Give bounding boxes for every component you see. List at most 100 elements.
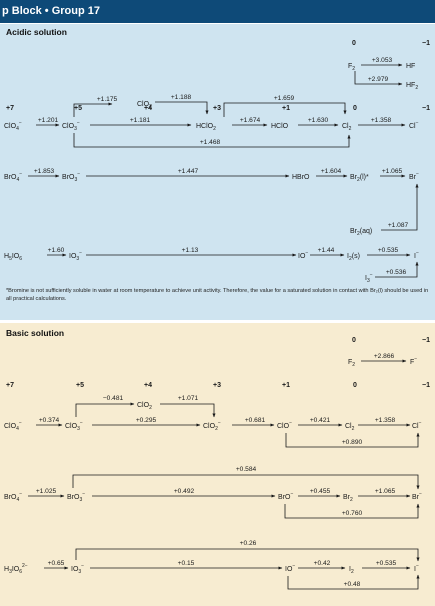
basic-species-i2: I2 (349, 566, 354, 575)
pot-clo4-clo3: +1.201 (38, 117, 59, 124)
pot-f2-hf2: +2.979 (368, 76, 389, 83)
species-br2-liquid: Br2(l)* (350, 174, 369, 183)
basic-ox-p3: +3 (213, 382, 221, 389)
species-clo3: ClO3− (62, 120, 80, 132)
species-hclo: HClO (271, 123, 289, 130)
basic-pot-bro3-brm: +0.584 (236, 466, 257, 473)
pot-bro4-bro3: +1.853 (34, 168, 55, 175)
species-bro4: BrO4− (4, 171, 22, 183)
basic-species-clo3: ClO3− (65, 420, 83, 432)
species-cl-minus: Cl− (409, 120, 419, 130)
basic-pot-clo3-clo2: −0.481 (103, 395, 124, 402)
species-clo4: ClO4− (4, 120, 22, 132)
pot-f2-hf: +3.053 (372, 57, 393, 64)
basic-pot-clo-clm: +0.890 (342, 439, 363, 446)
acidic-panel: Acidic solution (0, 24, 435, 320)
species-clo2: ClO2 (137, 101, 152, 110)
pot-clo3-cl2: +1.468 (200, 139, 221, 146)
ox-state-zero-top: 0 (352, 40, 356, 47)
species-io3: IO3− (69, 250, 82, 262)
ox-state-p4: +4 (144, 105, 152, 112)
basic-ox-p5: +5 (76, 382, 84, 389)
species-hf: HF (406, 63, 415, 70)
ox-state-p1: +1 (282, 105, 290, 112)
basic-species-clo-minus: ClO− (277, 420, 292, 430)
species-i2-solid: I2(s) (347, 253, 360, 262)
basic-species-io-minus: IO− (285, 563, 295, 573)
basic-ox-zero: 0 (353, 382, 357, 389)
basic-pot-clo-cl2: +0.421 (310, 417, 331, 424)
basic-ox-p7: +7 (6, 382, 14, 389)
basic-species-bro3: BrO3− (67, 491, 85, 503)
basic-species-cl2: Cl2 (345, 423, 355, 432)
basic-pot-i2-im: +0.535 (376, 560, 397, 567)
basic-pot-io3-io: +0.15 (178, 560, 195, 567)
basic-ox-p4: +4 (144, 382, 152, 389)
basic-species-clo4: ClO4− (4, 420, 22, 432)
basic-ox-zero-top: 0 (352, 337, 356, 344)
pot-i3-im: +0.536 (386, 269, 407, 276)
basic-panel: Basic solution (0, 323, 435, 606)
ox-state-p3: +3 (213, 105, 221, 112)
basic-species-f2: F2 (348, 359, 355, 368)
species-f2: F2 (348, 63, 355, 72)
basic-species-clo2-minus: ClO2− (203, 420, 221, 432)
acidic-title: Acidic solution (6, 27, 67, 37)
basic-pot-bro4-bro3: +1.025 (36, 488, 57, 495)
pot-h5io6-io3: +1.60 (48, 247, 65, 254)
basic-species-h3io6: H3IO62− (4, 563, 28, 575)
pot-hclo2-hclo: +1.674 (240, 117, 261, 124)
basic-pot-bro-brm: +0.760 (342, 510, 363, 517)
pot-br2aq-brm: +1.087 (388, 222, 409, 229)
pot-io3-io: +1.13 (182, 247, 199, 254)
basic-ox-m1: −1 (422, 382, 430, 389)
species-bro3: BrO3− (62, 171, 80, 183)
ox-state-p5: +5 (74, 105, 82, 112)
basic-species-br2: Br2 (343, 494, 353, 503)
pot-clo3-hclo2: +1.181 (130, 117, 151, 124)
pot-hclo2-cl2: +1.659 (274, 95, 295, 102)
pot-io-i2: +1.44 (318, 247, 335, 254)
basic-latimer-diagram: 0 −1 F2 F− +2.866 +7 +5 +4 +3 +1 0 −1 Cl… (4, 337, 430, 590)
species-hclo2: HClO2 (196, 123, 216, 132)
species-i-minus: I− (414, 250, 419, 260)
species-br-minus: Br− (409, 171, 419, 181)
basic-pot-f2-fm: +2.866 (374, 353, 395, 360)
pot-bro3-hbro: +1.447 (178, 168, 199, 175)
basic-pot-cl2-clm: +1.358 (375, 417, 396, 424)
basic-pot-io3-im: +0.26 (240, 540, 257, 547)
species-i3-minus: I3− (365, 272, 373, 284)
acidic-latimer-diagram: 0 −1 F2 HF HF2 +3.053 +2.979 +7 +5 +4 +3… (4, 40, 430, 284)
species-h5io6: H5IO6 (4, 253, 22, 262)
ox-state-m1: −1 (422, 105, 430, 112)
basic-species-i-minus: I− (414, 563, 419, 573)
basic-pot-bro3-bro: +0.492 (174, 488, 195, 495)
basic-title: Basic solution (6, 328, 65, 338)
basic-pot-clo2m-clo: +0.681 (245, 417, 266, 424)
footnote: *Bromine is not sufficiently soluble in … (6, 288, 429, 302)
species-br2-aq: Br2(aq) (350, 228, 372, 237)
basic-pot-clo4-clo3: +0.374 (39, 417, 60, 424)
basic-pot-br2-brm: +1.065 (375, 488, 396, 495)
pot-i2-im: +0.535 (378, 247, 399, 254)
pot-clo2-hclo2: +1.188 (171, 94, 192, 101)
basic-species-cl-minus: Cl− (412, 420, 422, 430)
basic-species-io3: IO3− (71, 563, 84, 575)
species-io-minus: IO− (298, 250, 308, 260)
pot-clo3-clo2: +1.175 (97, 96, 118, 103)
basic-ox-p1: +1 (282, 382, 290, 389)
basic-species-br-minus: Br− (412, 491, 422, 501)
basic-ox-m1-top: −1 (422, 337, 430, 344)
ox-state-m1-top: −1 (422, 40, 430, 47)
pot-hclo-cl2: +1.630 (308, 117, 329, 124)
pot-hbro-br2: +1.604 (321, 168, 342, 175)
basic-pot-io-im: +0.48 (344, 581, 361, 588)
ox-state-zero: 0 (353, 105, 357, 112)
basic-species-clo2: ClO2 (137, 402, 152, 411)
species-hf2: HF2 (406, 82, 418, 91)
ox-state-p7: +7 (6, 105, 14, 112)
pot-br2-brm: +1.065 (382, 168, 403, 175)
basic-pot-clo3-clo2m: +0.295 (136, 417, 157, 424)
basic-pot-bro-br2: +0.455 (310, 488, 331, 495)
page-header: p Block • Group 17 (0, 0, 435, 23)
